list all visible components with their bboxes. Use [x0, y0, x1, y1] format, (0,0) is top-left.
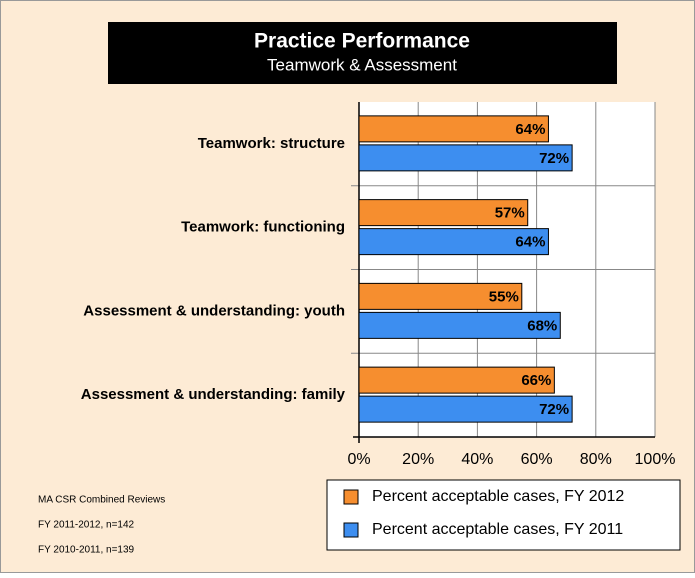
value-label: 64%: [515, 234, 545, 251]
x-tick-label: 100%: [635, 451, 676, 468]
legend: [326, 479, 681, 551]
bar: [358, 199, 529, 227]
value-label: 66%: [521, 372, 551, 389]
x-tick-label: 0%: [347, 451, 370, 468]
value-label: 57%: [495, 205, 525, 222]
y-tick-label: Teamwork: functioning: [181, 219, 345, 236]
y-tick-label: Teamwork: structure: [198, 135, 345, 152]
legend-label: Percent acceptable cases, FY 2011: [372, 521, 623, 538]
legend-label: Percent acceptable cases, FY 2012: [372, 488, 624, 505]
bar: [358, 144, 573, 172]
bar: [358, 115, 549, 143]
note: FY 2011-2012, n=142: [38, 520, 135, 531]
bar: [358, 282, 523, 310]
value-label: 55%: [489, 288, 519, 305]
chart-title: Practice Performance: [254, 30, 470, 53]
y-tick-label: Assessment & understanding: youth: [83, 302, 345, 319]
bar: [358, 228, 549, 256]
value-label: 72%: [539, 401, 569, 418]
y-tick-label: Assessment & understanding: family: [81, 386, 346, 403]
value-label: 68%: [527, 317, 557, 334]
bar: [358, 395, 573, 423]
value-label: 64%: [515, 121, 545, 138]
chart-subtitle: Teamwork & Assessment: [267, 55, 457, 74]
bar: [358, 366, 555, 394]
note: FY 2010-2011, n=139: [38, 545, 135, 556]
bar: [358, 311, 561, 339]
x-tick-label: 20%: [402, 451, 434, 468]
legend-swatch: [343, 489, 359, 505]
x-tick-label: 40%: [461, 451, 493, 468]
legend-swatch: [343, 522, 359, 538]
x-tick-label: 80%: [580, 451, 612, 468]
x-tick-label: 60%: [521, 451, 553, 468]
title-box: [108, 22, 617, 84]
value-label: 72%: [539, 150, 569, 167]
note: MA CSR Combined Reviews: [38, 495, 165, 506]
